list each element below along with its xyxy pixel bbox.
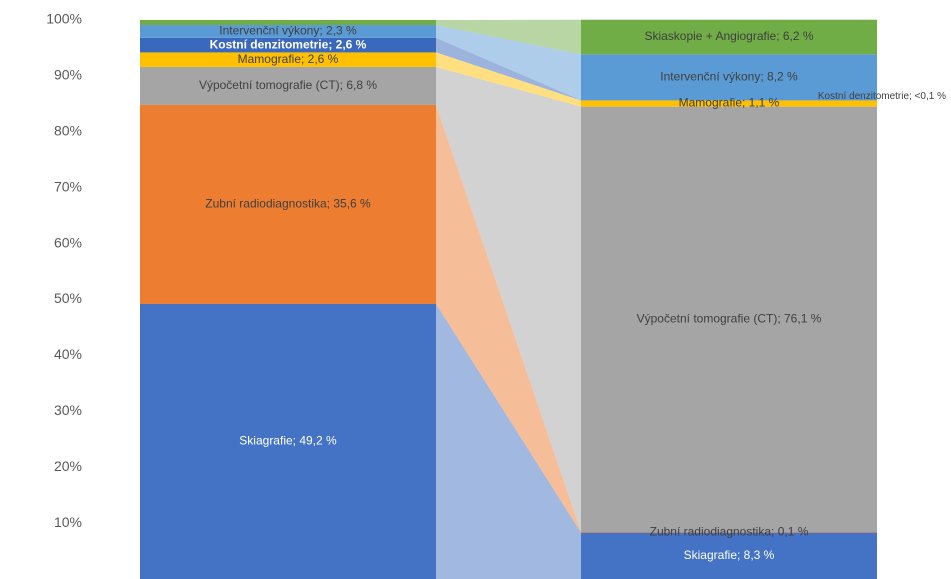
data-label: Mamografie; 1,1 % <box>679 96 780 110</box>
connector-band <box>436 303 581 579</box>
y-tick-label: 70% <box>54 178 82 194</box>
data-label: Výpočetní tomografie (CT); 76,1 % <box>637 312 822 326</box>
bar-segment <box>140 104 436 304</box>
data-label: Zubní radiodiagnostika; 35,6 % <box>205 197 371 211</box>
connector-band <box>436 19 581 55</box>
data-label: Intervenční výkony; 2,3 % <box>219 24 357 38</box>
y-tick-label: 20% <box>54 458 82 474</box>
connector-band <box>436 52 581 107</box>
bar-segment <box>581 54 877 101</box>
data-label: Skiagrafie; 49,2 % <box>239 434 337 448</box>
bar-segment <box>140 303 436 579</box>
data-label: Výpočetní tomografie (CT); 6,8 % <box>199 78 377 92</box>
y-tick-label: 60% <box>54 234 82 250</box>
bar-segment <box>581 532 877 579</box>
connector-band <box>436 37 581 101</box>
y-tick-label: 10% <box>54 514 82 530</box>
y-tick-label: 80% <box>54 123 82 139</box>
y-tick-label: 100% <box>46 11 82 27</box>
bar-segment <box>140 20 436 26</box>
data-label: Skiaskopie + Angiografie; 6,2 % <box>644 29 813 43</box>
connector-band <box>436 25 581 101</box>
data-label: Intervenční výkony; 8,2 % <box>660 69 798 83</box>
data-label: Kostní denzitometrie; 2,6 % <box>210 37 367 51</box>
bar-segment <box>140 66 436 105</box>
bar-segment <box>140 37 436 53</box>
data-label: Zubní radiodiagnostika; 0,1 % <box>650 524 809 538</box>
bar-segment <box>140 25 436 38</box>
bar-segment <box>581 106 877 533</box>
data-label: Skiagrafie; 8,3 % <box>684 548 775 562</box>
data-label: Kostní denzitometrie; <0,1 % <box>818 91 946 102</box>
connector-band <box>436 104 581 533</box>
data-label: Mamografie; 2,6 % <box>238 52 339 66</box>
connector-band <box>436 66 581 533</box>
bar-segment <box>581 100 877 107</box>
bar-segment <box>140 52 436 67</box>
y-tick-label: 90% <box>54 67 82 83</box>
y-tick-label: 30% <box>54 402 82 418</box>
y-tick-label: 40% <box>54 346 82 362</box>
bar-segment <box>581 19 877 55</box>
y-tick-label: 50% <box>54 290 82 306</box>
bar-segment <box>581 532 877 533</box>
